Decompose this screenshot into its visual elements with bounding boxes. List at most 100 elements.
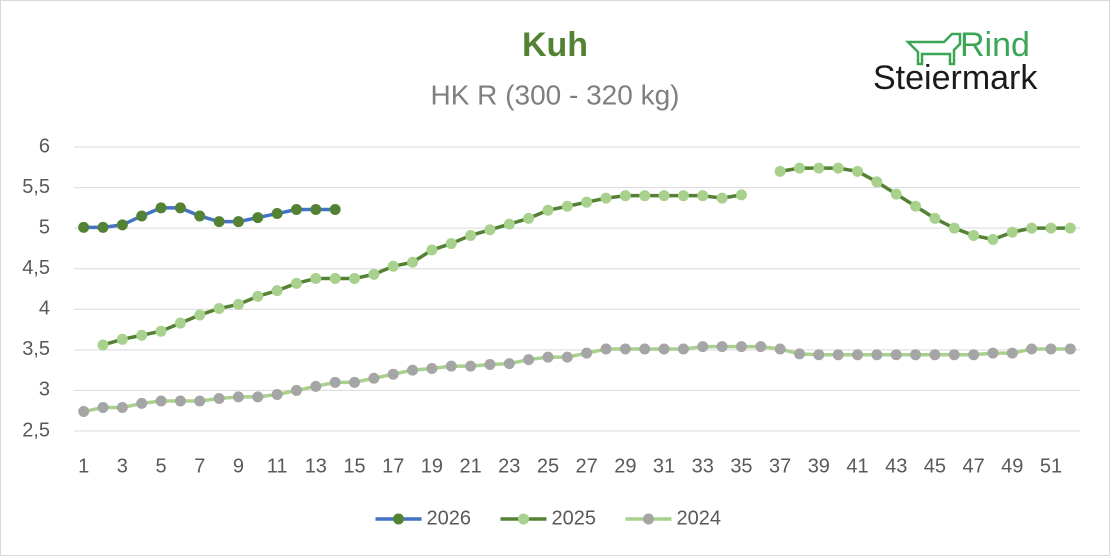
data-point [310, 380, 322, 392]
data-point [890, 349, 902, 361]
data-point [735, 189, 747, 201]
data-point [329, 376, 341, 388]
data-point [503, 358, 515, 370]
data-point [852, 349, 864, 361]
data-point [155, 325, 167, 337]
chart-title: Kuh [522, 26, 588, 64]
x-tick-label: 15 [343, 455, 365, 477]
logo-top: Rind [960, 26, 1030, 64]
legend-marker [518, 513, 529, 525]
data-point [929, 212, 941, 224]
data-point [774, 343, 786, 355]
data-point [619, 190, 631, 202]
x-tick-label: 11 [267, 455, 288, 477]
data-point [213, 216, 225, 228]
legend-label: 2024 [677, 507, 722, 529]
chart-subtitle: HK R (300 - 320 kg) [431, 79, 680, 110]
x-tick-label: 43 [885, 455, 907, 477]
y-tick-label: 6 [39, 135, 50, 157]
data-point [78, 221, 90, 233]
data-point [174, 317, 186, 329]
data-point [658, 343, 670, 355]
data-point [755, 341, 767, 353]
data-point [523, 354, 535, 366]
legend-label: 2026 [427, 507, 472, 529]
data-point [252, 290, 264, 302]
data-point [910, 349, 922, 361]
data-point [213, 393, 225, 405]
x-tick-label: 9 [233, 455, 244, 477]
x-tick-label: 21 [459, 455, 481, 477]
data-point [813, 349, 825, 361]
data-point [677, 343, 689, 355]
data-point [542, 204, 554, 216]
data-point [1026, 343, 1038, 355]
data-point [465, 229, 477, 241]
data-point [774, 165, 786, 177]
y-tick-label: 5,5 [22, 176, 50, 198]
data-point [194, 210, 206, 222]
data-point [407, 364, 419, 376]
data-point [426, 363, 438, 375]
data-point [368, 268, 380, 280]
data-point [232, 298, 244, 310]
data-point [97, 221, 109, 233]
x-tick-label: 35 [730, 455, 752, 477]
data-point [561, 351, 573, 363]
data-point [503, 218, 515, 230]
data-point [832, 162, 844, 174]
x-tick-label: 23 [498, 455, 520, 477]
data-point [116, 333, 128, 345]
data-point [174, 395, 186, 407]
data-point [716, 192, 728, 204]
data-point [561, 200, 573, 212]
data-point [716, 341, 728, 353]
data-point [97, 339, 109, 351]
data-point [581, 347, 593, 359]
data-point [387, 260, 399, 272]
data-point [697, 341, 709, 353]
data-point [407, 256, 419, 268]
data-point [793, 162, 805, 174]
x-tick-label: 47 [962, 455, 984, 477]
x-tick-label: 27 [576, 455, 598, 477]
data-point [639, 190, 651, 202]
data-point [484, 358, 496, 370]
data-point [793, 348, 805, 360]
x-tick-label: 31 [653, 455, 675, 477]
y-tick-label: 3,5 [22, 338, 50, 360]
data-point [97, 401, 109, 413]
data-point [600, 192, 612, 204]
x-tick-label: 19 [421, 455, 443, 477]
x-tick-label: 37 [769, 455, 791, 477]
data-point [735, 341, 747, 353]
x-tick-label: 41 [846, 455, 868, 477]
data-point [1064, 222, 1076, 234]
x-tick-label: 3 [117, 455, 128, 477]
data-point [1006, 347, 1018, 359]
data-point [290, 203, 302, 215]
x-tick-label: 17 [382, 455, 404, 477]
series-line [83, 344, 1071, 414]
data-point [968, 229, 980, 241]
y-tick-label: 2,5 [22, 419, 50, 441]
data-point [329, 203, 341, 215]
data-point [484, 224, 496, 236]
data-point [968, 349, 980, 361]
data-point [465, 360, 477, 372]
data-point [349, 376, 361, 388]
x-tick-label: 45 [924, 455, 946, 477]
data-point [677, 190, 689, 202]
y-tick-label: 4 [39, 298, 50, 320]
data-point [658, 190, 670, 202]
data-point [155, 395, 167, 407]
y-tick-label: 5 [39, 216, 50, 238]
data-point [174, 202, 186, 214]
data-point [639, 343, 651, 355]
data-point [271, 388, 283, 400]
data-point [871, 176, 883, 188]
x-tick-label: 39 [808, 455, 830, 477]
data-point [329, 272, 341, 284]
logo-icon [904, 32, 962, 66]
